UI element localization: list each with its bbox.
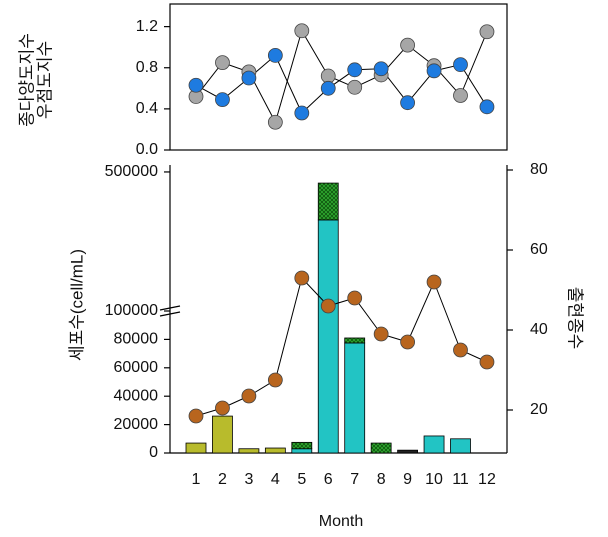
- axis-break: [159, 311, 181, 317]
- point: [479, 354, 495, 370]
- x-tick-label: 9: [403, 471, 412, 488]
- point: [215, 400, 230, 416]
- y2-tick-label: 20: [530, 401, 548, 418]
- point: [320, 80, 336, 96]
- y2-tick-label: 40: [530, 321, 548, 338]
- point: [453, 57, 468, 73]
- y-axis-title: 우점도지수: [35, 41, 54, 119]
- point: [241, 388, 257, 404]
- point: [267, 48, 283, 63]
- x-tick-label: 1: [192, 471, 201, 488]
- y-tick-label: 0.0: [136, 141, 158, 158]
- point: [426, 63, 442, 79]
- y-tick-label: 20000: [114, 416, 159, 433]
- x-tick-label: 2: [218, 471, 227, 488]
- point: [347, 62, 363, 78]
- point: [347, 290, 363, 306]
- x-tick-label: 12: [478, 471, 496, 488]
- y2-axis-title: 출현종수: [566, 287, 585, 350]
- bar: [317, 182, 339, 221]
- y-tick-label: 40000: [114, 387, 159, 404]
- point: [267, 114, 283, 130]
- top-plot-frame: [169, 3, 508, 151]
- point: [373, 61, 389, 77]
- point: [294, 270, 310, 286]
- x-tick-label: 6: [324, 471, 333, 488]
- y-axis-title: 세포수(cell/mL): [67, 249, 86, 361]
- point: [267, 372, 283, 388]
- bar: [185, 442, 207, 454]
- y-tick-label: 100000: [105, 302, 158, 319]
- point: [215, 55, 230, 71]
- bar: [423, 435, 445, 454]
- bar: [397, 449, 419, 454]
- point: [479, 24, 495, 40]
- y-tick-label: 0.4: [136, 100, 158, 117]
- series-line: [195, 54, 488, 114]
- x-tick-label: 5: [297, 471, 306, 488]
- y2-tick-label: 60: [530, 241, 548, 258]
- point: [188, 408, 204, 424]
- x-tick-label: 10: [425, 471, 443, 488]
- point: [453, 342, 468, 358]
- x-tick-label: 8: [377, 471, 386, 488]
- bar: [344, 342, 366, 454]
- y-tick-label: 60000: [114, 359, 159, 376]
- point: [400, 334, 416, 350]
- bar: [291, 441, 313, 450]
- point: [426, 274, 442, 290]
- bar: [212, 415, 233, 454]
- bar: [291, 448, 313, 454]
- point: [215, 92, 230, 108]
- y-tick-label: 500000: [105, 163, 158, 180]
- y-tick-label: 1.2: [136, 18, 158, 35]
- axis-break: [159, 305, 181, 311]
- point: [294, 23, 310, 39]
- x-axis-title: Month: [319, 513, 363, 530]
- bar: [370, 442, 392, 454]
- y-tick-label: 0.8: [136, 59, 158, 76]
- x-tick-label: 7: [350, 471, 359, 488]
- point: [400, 95, 416, 111]
- x-tick-label: 4: [271, 471, 280, 488]
- point: [241, 70, 257, 86]
- point: [400, 37, 416, 53]
- point: [320, 68, 336, 84]
- bar: [450, 438, 471, 454]
- point: [347, 79, 363, 95]
- bar: [344, 337, 366, 344]
- y-axis-title: 종다양도지수: [17, 33, 36, 127]
- point: [453, 88, 468, 103]
- x-tick-label: 3: [244, 471, 253, 488]
- series-line: [195, 276, 488, 417]
- bar: [238, 448, 260, 454]
- point: [479, 99, 495, 115]
- y2-tick-label: 80: [530, 161, 548, 178]
- x-tick-label: 11: [452, 471, 469, 488]
- y-tick-label: 80000: [114, 331, 159, 348]
- point: [294, 105, 310, 121]
- point: [320, 298, 336, 314]
- bar: [264, 447, 286, 454]
- point: [373, 326, 389, 342]
- series-line: [195, 29, 488, 124]
- y-tick-label: 0: [149, 444, 158, 461]
- bar: [317, 219, 339, 454]
- point: [188, 77, 204, 93]
